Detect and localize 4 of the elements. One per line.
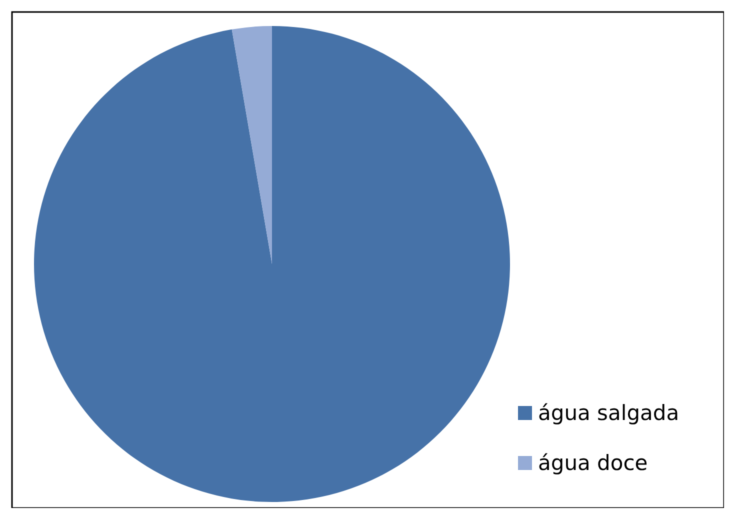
pie-slice	[34, 26, 510, 502]
legend-label: água doce	[538, 451, 648, 475]
legend-label: água salgada	[538, 401, 680, 425]
pie-slice	[232, 26, 272, 264]
